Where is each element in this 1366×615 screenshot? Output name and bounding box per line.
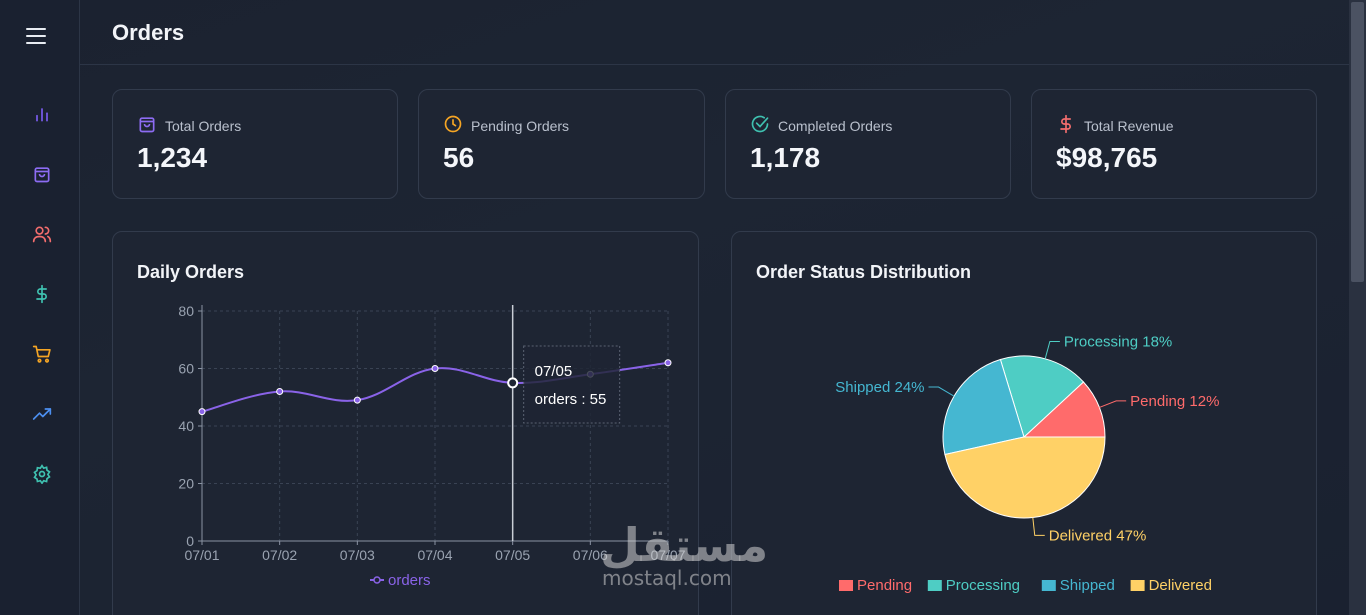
x-tick-label: 07/05 [495,547,530,563]
stat-value: 56 [443,142,475,173]
legend-label: Shipped [1060,577,1115,594]
cart-icon [32,345,51,363]
data-point [431,365,439,372]
dollar-icon [1060,114,1071,134]
scrollbar[interactable] [1349,0,1366,615]
data-point [353,396,361,404]
x-tick-label: 07/01 [184,547,219,563]
stat-card-total-revenue: Total Revenue $98,765 [1031,89,1317,199]
order-status-chart[interactable]: Pending 12% Processing 18% Shipped 24% Deli… [731,231,1317,615]
y-tick-label: 80 [178,303,194,319]
scrollbar-thumb[interactable] [1351,2,1364,282]
shopping-bag-icon [34,167,50,183]
legend-marker-dot [373,576,381,584]
pie-label-line [928,386,955,397]
pie-slice-label: Processing 18% [1064,333,1172,350]
pie-slice-shipped [942,358,1025,456]
stat-card-pending-orders: Pending Orders 56 [418,89,705,199]
sidebar-item-orders[interactable] [28,160,56,188]
sidebar-item-trends[interactable] [28,400,56,428]
data-point [507,377,519,389]
pie-slice-pending [1022,381,1106,438]
stat-label: Completed Orders [778,118,893,134]
stat-value: $98,765 [1056,142,1158,173]
dollar-icon [36,284,48,304]
sidebar-item-revenue[interactable] [28,280,56,308]
legend-swatch-shipped [1041,580,1056,591]
watermark-arabic: مستقل [600,518,769,572]
legend-label: Processing [946,577,1020,594]
chart-title: Daily Orders [137,262,245,282]
legend-swatch-processing [927,580,942,591]
page-title: Orders [112,20,185,45]
y-tick-label: 0 [186,533,194,549]
data-point [664,359,672,367]
stat-value: 1,234 [137,142,208,173]
x-tick-label: 07/03 [340,547,375,563]
users-icon [32,226,52,243]
legend-swatch-pending [839,580,853,591]
pie-slice-delivered [944,436,1106,519]
check-circle-icon [751,115,769,133]
clock-icon [444,115,462,133]
stat-card-completed-orders: Completed Orders 1,178 [725,89,1011,199]
trending-up-icon [32,408,52,420]
pie-label-line [1032,517,1045,536]
tooltip-date: 07/05 [535,363,573,380]
stat-label: Total Orders [165,118,242,134]
legend-label: Delivered [1149,577,1212,594]
watermark-latin: mostaql.com [602,566,732,590]
legend-label: Pending [857,577,912,594]
x-tick-label: 07/07 [650,547,685,563]
pie-label-line [1099,400,1127,408]
sidebar-item-customers[interactable] [28,220,56,248]
stat-card-total-orders: Total Orders 1,234 [112,89,398,199]
watermark-logo: مستقل mostaql.com [600,518,769,590]
chart-title: Order Status Distribution [756,262,972,282]
tooltip [523,345,621,424]
legend-swatch-delivered [1130,580,1145,591]
y-tick-label: 60 [178,361,194,377]
y-tick-label: 40 [178,418,194,434]
menu-icon[interactable] [26,28,46,44]
sidebar [0,0,80,615]
shopping-bag-icon [139,117,155,133]
header: Orders [80,0,1349,65]
x-tick-label: 07/06 [573,547,608,563]
stat-label: Total Revenue [1084,118,1174,134]
tooltip-value: orders : 55 [535,391,607,408]
daily-orders-chart[interactable]: 0 20 40 60 80 07/01 07/02 07/03 07/04 07/05 07/06 0… [112,231,699,615]
pie-slice-label: Delivered 47% [1049,527,1147,544]
y-tick-label: 20 [178,476,194,492]
sidebar-item-analytics[interactable] [28,100,56,128]
pie-label-line [1044,340,1060,359]
legend-label: orders [388,572,431,589]
sidebar-item-settings[interactable] [28,460,56,488]
x-tick-label: 07/04 [417,547,452,563]
stat-label: Pending Orders [471,118,570,134]
sidebar-item-cart[interactable] [28,340,56,368]
pie-slice-label: Shipped 24% [835,379,924,396]
data-point [198,408,206,416]
x-tick-label: 07/02 [262,547,297,563]
stat-value: 1,178 [750,142,821,173]
pie-slice-label: Pending 12% [1130,393,1219,410]
data-point [276,388,284,395]
gear-icon [33,464,51,484]
pie-slice-processing [999,355,1085,438]
bar-chart-icon [36,108,48,122]
